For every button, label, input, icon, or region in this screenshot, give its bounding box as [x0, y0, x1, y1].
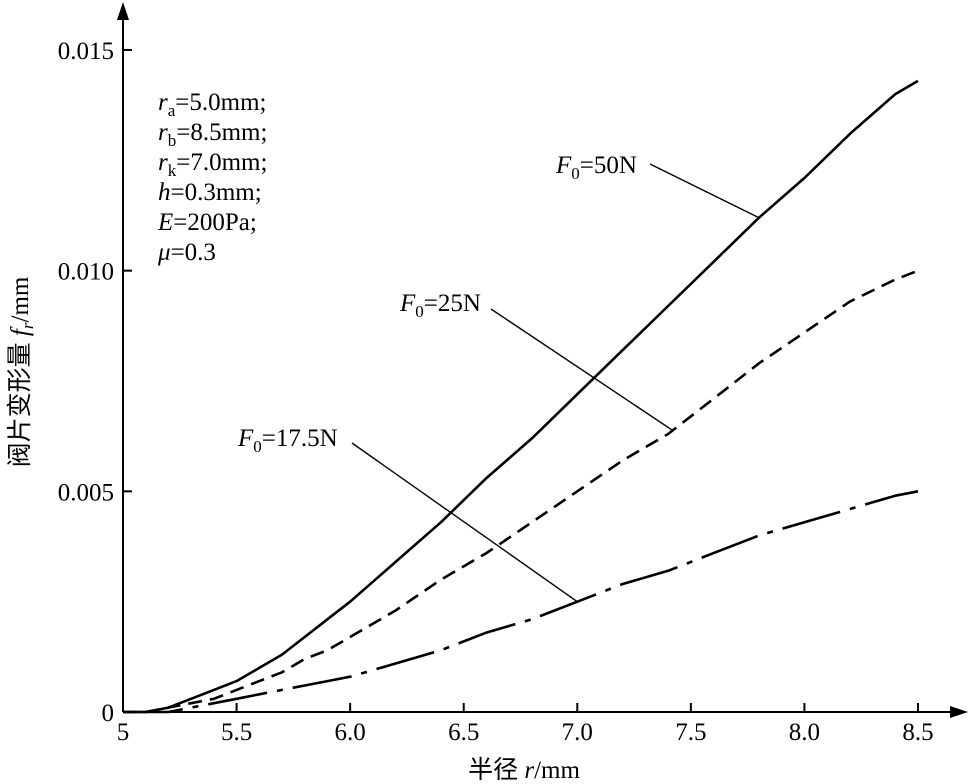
y-axis-arrow-icon [117, 2, 129, 20]
x-axis-title-prefix: 半径 [468, 756, 524, 784]
series-layer [123, 79, 919, 714]
series-callout-1: F0=50N [555, 152, 760, 219]
parameter-line: rk=7.0mm; [158, 149, 267, 180]
series-callout-3: F0=17.5N [237, 425, 578, 603]
x-axis-title-suffix: /mm [534, 757, 580, 784]
parameter-line: E=200Pa; [157, 209, 257, 236]
y-tick-label: 0.010 [58, 259, 114, 286]
parameter-list: ra=5.0mm;rb=8.5mm;rk=7.0mm;h=0.3mm; E=200… [157, 89, 267, 266]
x-axis-title-var: r [524, 757, 534, 784]
series-label: F0=50N [555, 152, 637, 183]
y-axis-title-var: f [7, 326, 34, 336]
y-axis-title-suffix: /mm [7, 276, 34, 322]
x-tick-label: 7.5 [675, 719, 706, 746]
x-axis-title: 半径 r/mm [468, 756, 580, 784]
leader-line [649, 163, 760, 219]
leader-line [351, 442, 578, 603]
x-tick-label: 8.0 [789, 719, 820, 746]
series-callout-2: F0=25N [399, 290, 674, 432]
y-axis-title-prefix: 阀片变形量 [6, 336, 34, 467]
series-callouts: F0=50N F0=25N F0=17.5N [237, 152, 760, 603]
parameter-line: h=0.3mm; [158, 179, 262, 206]
parameter-line: ra=5.0mm; [158, 89, 266, 120]
series-line-1 [123, 79, 919, 714]
x-axis-arrow-icon [950, 706, 968, 718]
series-line-3 [123, 490, 919, 714]
x-tick-label: 5 [117, 719, 130, 746]
series-label: F0=17.5N [237, 425, 338, 456]
series-line-2 [123, 269, 919, 714]
x-tick-label: 6.0 [335, 719, 366, 746]
leader-line [490, 308, 674, 432]
y-tick-label: 0 [102, 700, 115, 727]
series-label: F0=25N [399, 290, 481, 321]
y-axis-title-sub: r [18, 322, 37, 329]
y-axis-title: 阀片变形量 fr/mm [6, 276, 37, 467]
x-tick-label: 7.0 [562, 719, 593, 746]
y-tick-label: 0.005 [58, 479, 114, 506]
parameter-line: rb=8.5mm; [158, 119, 267, 150]
y-tick-label: 0.015 [58, 38, 114, 65]
x-tick-label: 6.5 [448, 719, 479, 746]
ticks: 5 5.5 6.0 6.5 7.0 7.5 8.0 8.5 0 0.005 0.010 0.015 [58, 38, 934, 746]
x-tick-label: 5.5 [221, 719, 252, 746]
x-tick-label: 8.5 [902, 719, 933, 746]
axes [117, 2, 968, 718]
parameter-line: μ=0.3 [157, 239, 216, 266]
